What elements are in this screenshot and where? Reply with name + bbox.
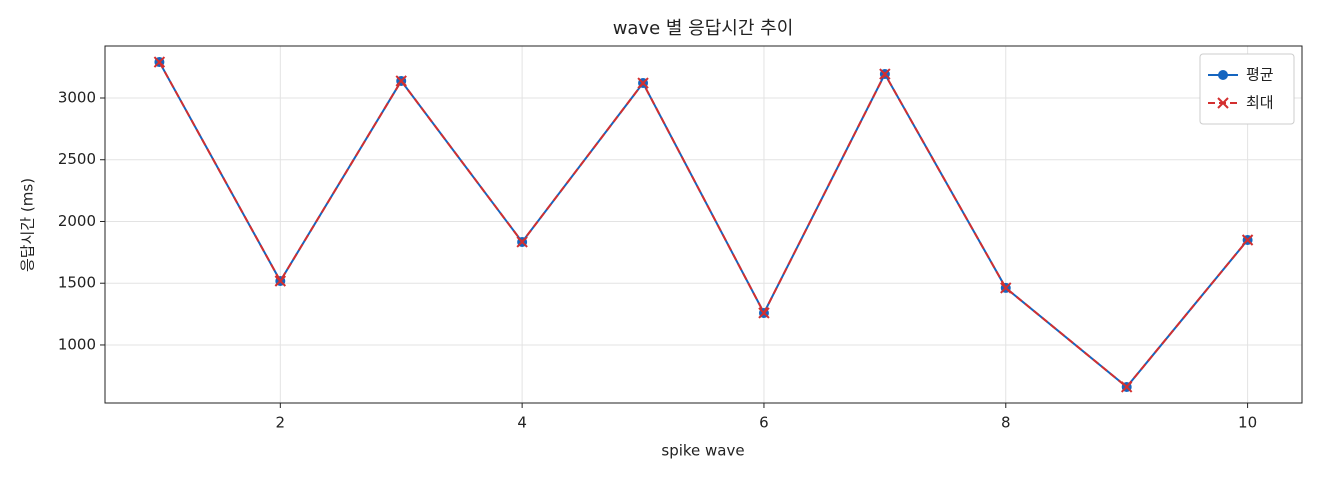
series-line: [158, 61, 1249, 389]
data-point: [1120, 381, 1133, 393]
x-tick-label: 10: [1238, 414, 1257, 432]
data-point: [879, 68, 891, 80]
legend-label: 평균: [1246, 66, 1274, 84]
y-tick-label: 1500: [58, 274, 96, 292]
data-point: [516, 236, 528, 248]
data-point: [1241, 234, 1254, 246]
data-point: [395, 75, 407, 87]
legend-marker: [1217, 97, 1229, 109]
y-tick-label: 2500: [58, 150, 96, 168]
x-tick-label: 4: [517, 414, 527, 432]
chart-title: wave 별 응답시간 추이: [613, 18, 794, 39]
x-tick-label: 8: [1001, 414, 1011, 432]
data-point: [758, 307, 770, 319]
legend-marker: [1218, 70, 1228, 80]
y-axis-label: 응답시간 (ms): [19, 178, 37, 272]
x-tick-label: 2: [276, 414, 286, 432]
series-line: [158, 61, 1249, 389]
data-point: [153, 56, 166, 68]
y-tick-label: 3000: [58, 88, 96, 106]
x-axis-label: spike wave: [661, 442, 744, 460]
data-point: [637, 77, 649, 89]
data-point: [274, 275, 287, 287]
plot-frame: [104, 45, 1303, 404]
y-tick-label: 2000: [58, 212, 96, 230]
data-point: [1000, 282, 1012, 294]
legend-label: 최대: [1246, 94, 1274, 112]
x-tick-label: 6: [759, 414, 769, 432]
legend-frame: [1199, 53, 1295, 125]
y-tick-label: 1000: [58, 335, 96, 353]
